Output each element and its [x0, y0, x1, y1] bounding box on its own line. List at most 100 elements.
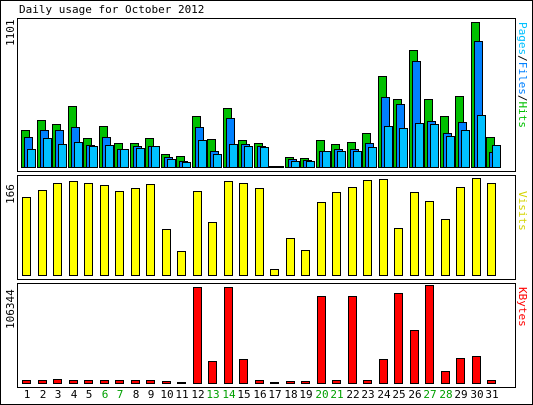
visits-bar [162, 229, 171, 276]
visits-bar [363, 180, 372, 276]
kbytes-bar [38, 380, 47, 384]
visits-bar [84, 183, 93, 276]
x-tick-label: 1 [23, 388, 31, 401]
visits-bar [255, 188, 264, 276]
kbytes-bar [239, 359, 248, 384]
pages-bar [229, 144, 238, 168]
x-tick-label: 25 [392, 388, 406, 401]
x-tick-label: 5 [85, 388, 93, 401]
kbytes-bar [301, 381, 310, 384]
visits-bar [394, 228, 403, 276]
kbytes-bar [224, 287, 233, 384]
visits-bar [115, 191, 124, 276]
x-tick-label: 15 [237, 388, 251, 401]
kbytes-bar [146, 380, 155, 384]
visits-bar [177, 251, 186, 276]
x-tick-label: 28 [439, 388, 453, 401]
visits-bar [441, 219, 450, 276]
kbytes-bar [472, 356, 481, 384]
pages-bar [105, 145, 114, 168]
x-tick-label: 2 [39, 388, 47, 401]
kbytes-bar [255, 380, 264, 384]
kbytes-bar [410, 330, 419, 384]
pages-bar [89, 146, 98, 168]
visits-bar [332, 192, 341, 276]
pages-bar [43, 138, 52, 168]
x-tick-label: 24 [377, 388, 391, 401]
pages-bar [244, 146, 253, 168]
visits-bar [456, 187, 465, 276]
pages-bar [477, 115, 486, 168]
x-tick-label: 17 [268, 388, 282, 401]
x-tick-label: 31 [485, 388, 499, 401]
pages-bar [198, 140, 207, 168]
visits-bar [22, 197, 31, 276]
pages-bar [136, 148, 145, 168]
visits-bar [146, 184, 155, 276]
x-tick-label: 11 [175, 388, 189, 401]
kbytes-bar [177, 382, 186, 384]
pages-bar [167, 159, 176, 168]
kbytes-bar [286, 381, 295, 384]
pages-bar [384, 126, 393, 168]
visits-bar [317, 202, 326, 276]
x-tick-label: 29 [454, 388, 468, 401]
x-tick-label: 27 [423, 388, 437, 401]
visits-bar [472, 178, 481, 276]
visits-bar [224, 181, 233, 276]
kbytes-bar [332, 380, 341, 384]
x-tick-label: 21 [330, 388, 344, 401]
visits-bar [131, 188, 140, 276]
pages-bar [120, 149, 129, 168]
x-tick-label: 7 [116, 388, 124, 401]
visits-bar [487, 183, 496, 276]
x-tick-label: 9 [147, 388, 155, 401]
x-tick-label: 10 [160, 388, 174, 401]
x-tick-label: 8 [132, 388, 140, 401]
pages-bar [306, 161, 315, 168]
pages-bar [182, 162, 191, 168]
kbytes-bar [456, 358, 465, 384]
kbytes-bar [270, 382, 279, 384]
pages-bar [492, 145, 501, 168]
x-tick-label: 12 [191, 388, 205, 401]
kbytes-bar [317, 296, 326, 384]
pages-bar [337, 151, 346, 168]
pages-bar [291, 161, 300, 168]
visits-bar [38, 190, 47, 276]
x-tick-label: 18 [284, 388, 298, 401]
kbytes-bar [487, 380, 496, 384]
pages-bar [446, 136, 455, 168]
pages-bar [461, 130, 470, 168]
kbytes-bar [425, 285, 434, 384]
visits-bar [239, 183, 248, 276]
visits-bar [410, 192, 419, 276]
visits-bar [348, 187, 357, 276]
kbytes-bar [22, 380, 31, 384]
visits-bar [286, 238, 295, 276]
x-tick-label: 23 [361, 388, 375, 401]
pages-bar [275, 166, 284, 168]
pages-bar [27, 149, 36, 168]
pages-bar [58, 144, 67, 168]
x-tick-label: 14 [222, 388, 236, 401]
pages-bar [260, 147, 269, 168]
x-tick-label: 16 [253, 388, 267, 401]
x-tick-label: 30 [470, 388, 484, 401]
visits-bar [301, 250, 310, 276]
kbytes-bar [53, 379, 62, 384]
x-tick-label: 26 [408, 388, 422, 401]
pages-bar [368, 147, 377, 168]
visits-bar [193, 191, 202, 276]
kbytes-bar [394, 293, 403, 384]
pages-bar [415, 123, 424, 168]
visits-bar [100, 185, 109, 276]
kbytes-bar [348, 296, 357, 384]
x-tick-label: 6 [101, 388, 109, 401]
kbytes-bar [115, 380, 124, 384]
x-tick-label: 22 [346, 388, 360, 401]
pages-bar [353, 151, 362, 168]
visits-bar [69, 181, 78, 276]
kbytes-bar [131, 380, 140, 384]
